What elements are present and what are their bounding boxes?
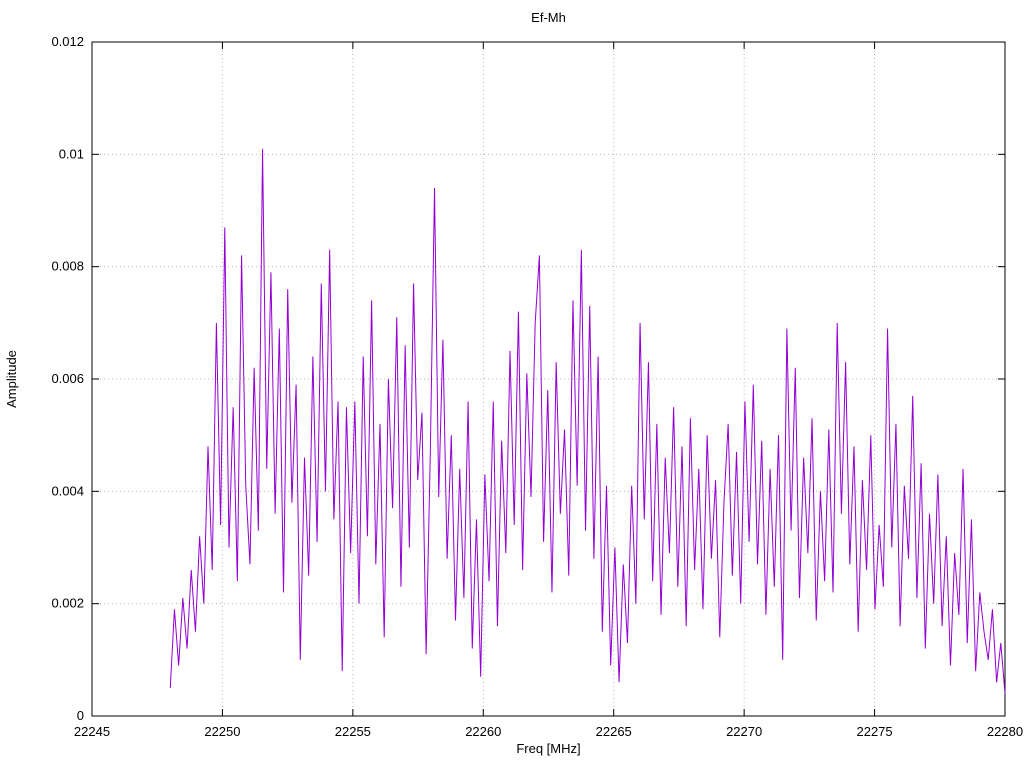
x-axis-label: Freq [MHz] — [516, 741, 580, 756]
y-axis-tick-label: 0.012 — [51, 34, 84, 49]
x-axis-tick-label: 22245 — [74, 724, 110, 739]
x-axis-tick-label: 22270 — [726, 724, 762, 739]
x-axis-tick-label: 22250 — [204, 724, 240, 739]
grid-lines — [92, 42, 1005, 716]
x-axis-tick-label: 22265 — [596, 724, 632, 739]
y-axis-tick-label: 0.006 — [51, 371, 84, 386]
y-axis-tick-label: 0 — [77, 708, 84, 723]
x-axis-tick-label: 22260 — [465, 724, 501, 739]
y-axis-tick-label: 0.002 — [51, 596, 84, 611]
axis-tick-labels: 22245 22250 22255 22260 22265 22270 22275 22280… — [51, 34, 1023, 739]
axis-ticks — [91, 41, 1006, 717]
y-axis-tick-label: 0.008 — [51, 259, 84, 274]
y-axis-tick-label: 0.01 — [59, 146, 84, 161]
data-series — [169, 148, 1006, 694]
x-axis-tick-label: 22255 — [335, 724, 371, 739]
y-axis-label: Amplitude — [4, 350, 19, 408]
x-axis-tick-label: 22275 — [856, 724, 892, 739]
x-axis-tick-label: 22280 — [987, 724, 1023, 739]
series-line — [169, 148, 1006, 694]
y-axis-tick-label: 0.004 — [51, 483, 84, 498]
chart-title: Ef-Mh — [531, 10, 566, 25]
